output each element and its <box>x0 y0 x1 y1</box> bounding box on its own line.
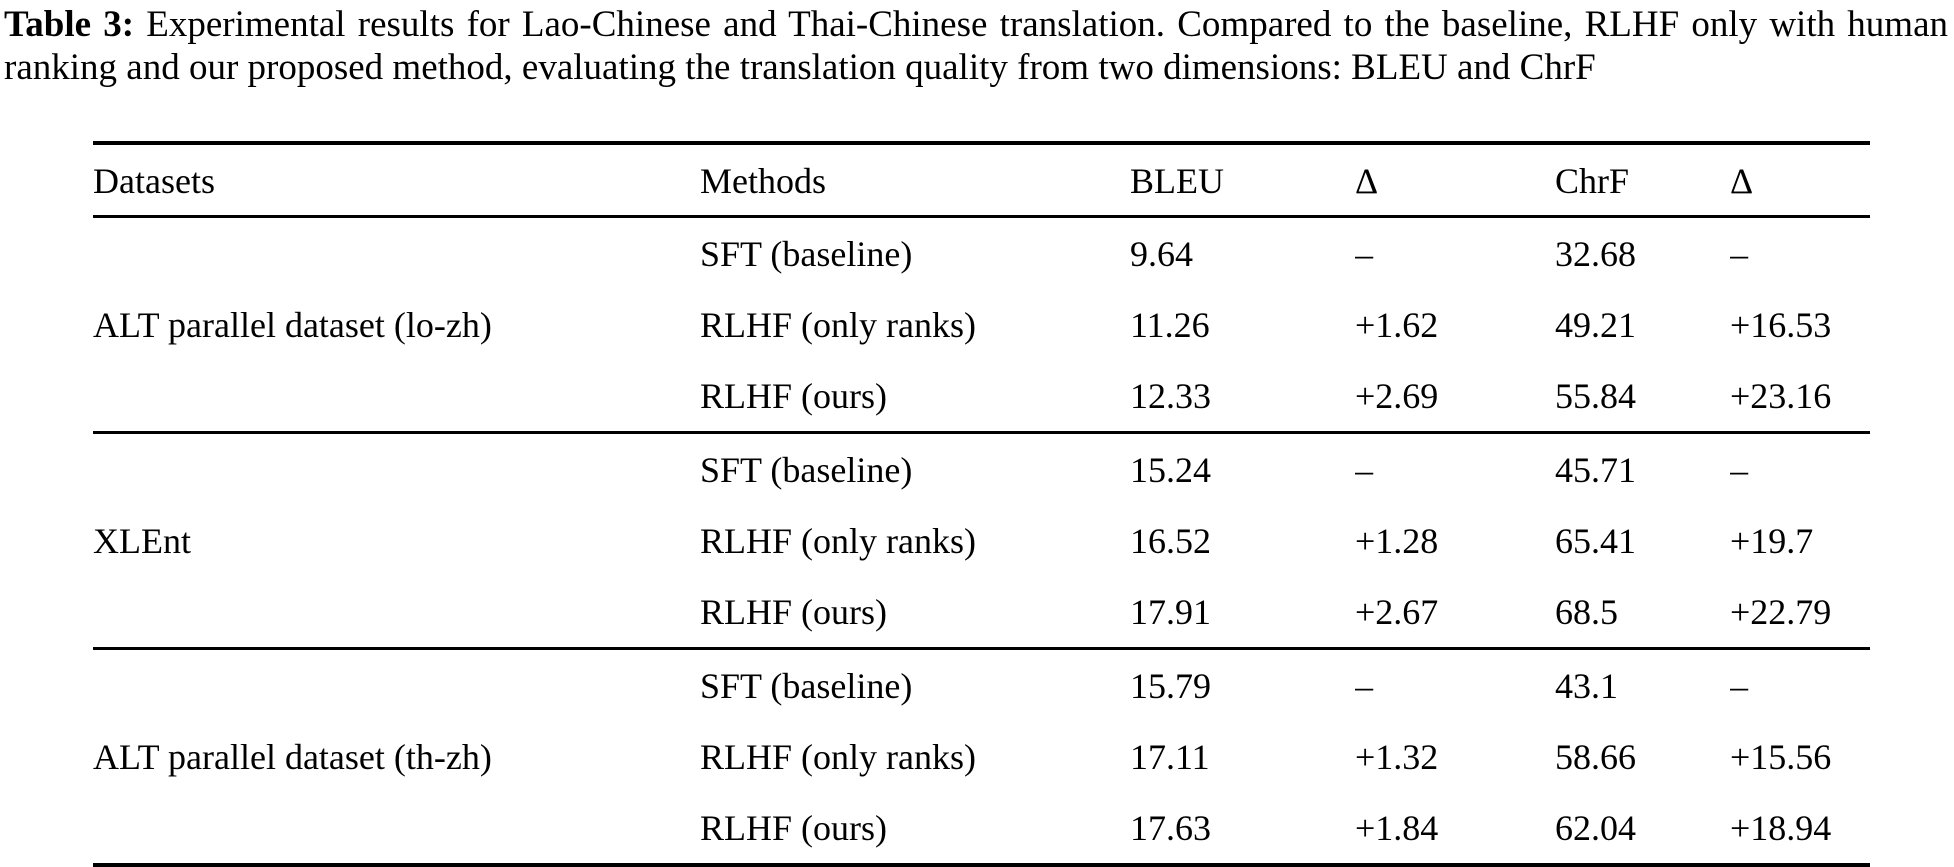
table-caption: Table 3: Experimental results for Lao-Ch… <box>0 0 1954 89</box>
method-cell: SFT (baseline) <box>700 234 913 274</box>
header-methods: Methods <box>700 143 1130 218</box>
bleu-delta-cell: +1.62 <box>1355 305 1439 345</box>
chrf-cell: 49.21 <box>1555 305 1636 345</box>
header-datasets: Datasets <box>93 143 700 218</box>
chrf-cell: 32.68 <box>1555 234 1636 274</box>
chrf-delta-cell: +23.16 <box>1730 376 1832 416</box>
bleu-cell: 17.63 <box>1130 808 1211 848</box>
chrf-delta-cell: +16.53 <box>1730 305 1832 345</box>
bleu-delta-cell: +1.84 <box>1355 808 1439 848</box>
table-row: RLHF (ours) 12.33 +2.69 55.84 +23.16 <box>93 360 1870 433</box>
method-cell: RLHF (only ranks) <box>700 737 976 777</box>
bleu-cell: 11.26 <box>1130 305 1210 345</box>
dataset-name: XLEnt <box>93 521 191 561</box>
header-chrf: ChrF <box>1555 143 1730 218</box>
bleu-cell: 9.64 <box>1130 234 1193 274</box>
table-header: Datasets Methods BLEU Δ ChrF Δ <box>93 143 1870 218</box>
method-cell: RLHF (ours) <box>700 808 887 848</box>
chrf-delta-cell: +22.79 <box>1730 592 1832 632</box>
table-row: RLHF (only ranks) 16.52 +1.28 65.41 +19.… <box>93 505 1870 576</box>
chrf-delta-cell: – <box>1730 666 1748 706</box>
caption-text: Experimental results for Lao-Chinese and… <box>4 4 1948 88</box>
chrf-cell: 62.04 <box>1555 808 1636 848</box>
bleu-cell: 17.91 <box>1130 592 1211 632</box>
table-row: ALT parallel dataset (th-zh) SFT (baseli… <box>93 649 1870 777</box>
bleu-delta-cell: – <box>1355 450 1373 490</box>
bleu-cell: 12.33 <box>1130 376 1211 416</box>
method-cell: RLHF (only ranks) <box>700 521 976 561</box>
table-row: RLHF (ours) 17.63 +1.84 62.04 +18.94 <box>93 792 1870 865</box>
chrf-cell: 68.5 <box>1555 592 1618 632</box>
bleu-cell: 16.52 <box>1130 521 1211 561</box>
chrf-cell: 58.66 <box>1555 737 1636 777</box>
bleu-cell: 17.11 <box>1130 737 1210 777</box>
chrf-cell: 45.71 <box>1555 450 1636 490</box>
bleu-delta-cell: – <box>1355 666 1373 706</box>
caption-label: Table 3: <box>4 4 135 45</box>
dataset-name: ALT parallel dataset (th-zh) <box>93 737 492 777</box>
results-table: Datasets Methods BLEU Δ ChrF Δ ALT paral… <box>93 141 1870 867</box>
table-row: RLHF (ours) 17.91 +2.67 68.5 +22.79 <box>93 576 1870 649</box>
chrf-cell: 43.1 <box>1555 666 1618 706</box>
bleu-cell: 15.79 <box>1130 666 1211 706</box>
bleu-delta-cell: +2.67 <box>1355 592 1439 632</box>
chrf-cell: 55.84 <box>1555 376 1636 416</box>
table-row: XLEnt SFT (baseline) 15.24 – 45.71 – <box>93 433 1870 561</box>
header-chrf-delta: Δ <box>1730 143 1870 218</box>
chrf-delta-cell: – <box>1730 450 1748 490</box>
dataset-name: ALT parallel dataset (lo-zh) <box>93 305 492 345</box>
group-alt-th-zh: ALT parallel dataset (th-zh) SFT (baseli… <box>93 649 1870 866</box>
method-cell: RLHF (ours) <box>700 376 887 416</box>
group-alt-lo-zh: ALT parallel dataset (lo-zh) SFT (baseli… <box>93 217 1870 433</box>
bleu-delta-cell: +2.69 <box>1355 376 1439 416</box>
chrf-delta-cell: +19.7 <box>1730 521 1814 561</box>
table-row: ALT parallel dataset (lo-zh) SFT (baseli… <box>93 217 1870 345</box>
bleu-delta-cell: +1.28 <box>1355 521 1439 561</box>
method-cell: RLHF (ours) <box>700 592 887 632</box>
method-cell: SFT (baseline) <box>700 450 913 490</box>
group-xlent: XLEnt SFT (baseline) 15.24 – 45.71 – RLH… <box>93 433 1870 649</box>
bleu-delta-cell: – <box>1355 234 1373 274</box>
method-cell: RLHF (only ranks) <box>700 305 976 345</box>
header-bleu-delta: Δ <box>1355 143 1555 218</box>
method-cell: SFT (baseline) <box>700 666 913 706</box>
bleu-cell: 15.24 <box>1130 450 1211 490</box>
header-bleu: BLEU <box>1130 143 1355 218</box>
bleu-delta-cell: +1.32 <box>1355 737 1439 777</box>
header-row: Datasets Methods BLEU Δ ChrF Δ <box>93 143 1870 218</box>
chrf-delta-cell: +15.56 <box>1730 737 1832 777</box>
chrf-delta-cell: – <box>1730 234 1748 274</box>
chrf-delta-cell: +18.94 <box>1730 808 1832 848</box>
table-row: RLHF (only ranks) 11.26 +1.62 49.21 +16.… <box>93 289 1870 360</box>
chrf-cell: 65.41 <box>1555 521 1636 561</box>
table-row: RLHF (only ranks) 17.11 +1.32 58.66 +15.… <box>93 721 1870 792</box>
